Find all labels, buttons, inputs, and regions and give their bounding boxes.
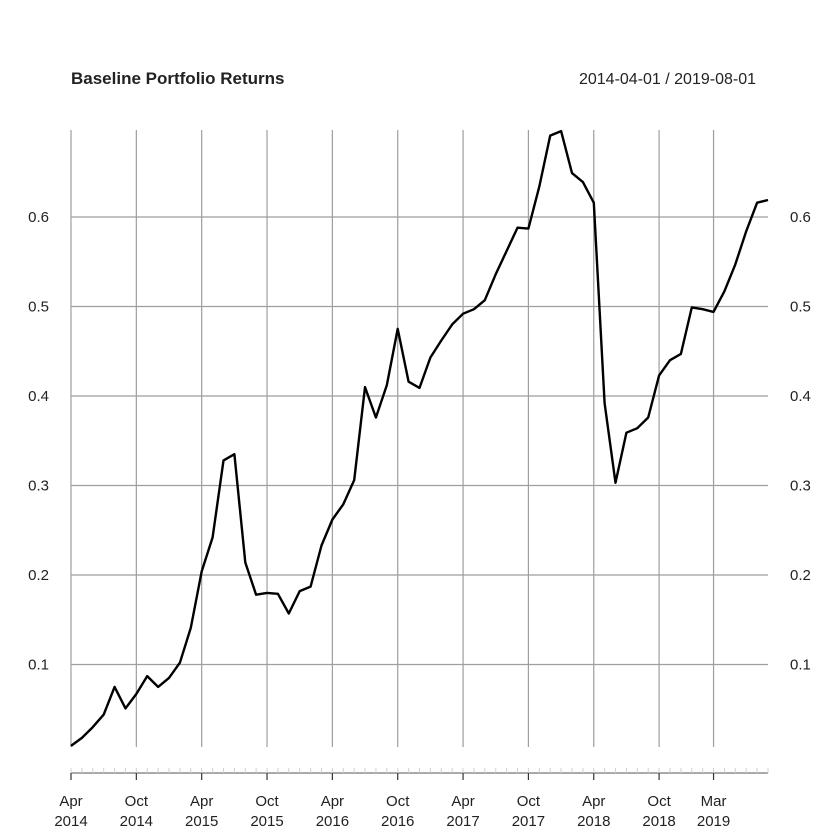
y-tick-label-right: 0.1 — [790, 657, 811, 674]
x-tick-label: Mar 2019 — [697, 793, 730, 830]
y-tick-label-right: 0.4 — [790, 388, 811, 405]
chart-title: Baseline Portfolio Returns — [71, 69, 284, 88]
x-tick-label: Oct 2014 — [120, 793, 153, 830]
axes: 0.1 0.1 0.2 0.2 0.3 0.3 0.4 0.4 0.5 0.5 0.6 0.6 Apr 2… — [28, 209, 811, 830]
y-tick-label-left: 0.3 — [28, 478, 49, 495]
x-tick-label: Oct 2017 — [512, 793, 545, 830]
y-tick-label-left: 0.1 — [28, 657, 49, 674]
y-tick-label-left: 0.6 — [28, 209, 49, 226]
y-tick-label-right: 0.5 — [790, 299, 811, 316]
grid — [70, 130, 768, 747]
x-tick-label: Apr 2016 — [316, 793, 349, 830]
x-tick-label: Apr 2015 — [185, 793, 218, 830]
series-line — [70, 129, 769, 747]
y-tick-label-right: 0.3 — [790, 478, 811, 495]
x-tick-label: Apr 2018 — [577, 793, 610, 830]
y-tick-label-right: 0.2 — [790, 567, 811, 584]
y-tick-label-left: 0.4 — [28, 388, 49, 405]
y-tick-label-left: 0.5 — [28, 299, 49, 316]
date-range-label: 2014-04-01 / 2019-08-01 — [579, 71, 756, 88]
series-layer — [70, 129, 769, 747]
x-tick-label: Oct 2016 — [381, 793, 414, 830]
y-tick-label-right: 0.6 — [790, 209, 811, 226]
x-tick-label: Apr 2017 — [446, 793, 479, 830]
x-tick-label: Oct 2018 — [642, 793, 675, 830]
x-tick-label: Oct 2015 — [250, 793, 283, 830]
y-tick-label-left: 0.2 — [28, 567, 49, 584]
x-tick-label: Apr 2014 — [54, 793, 87, 830]
